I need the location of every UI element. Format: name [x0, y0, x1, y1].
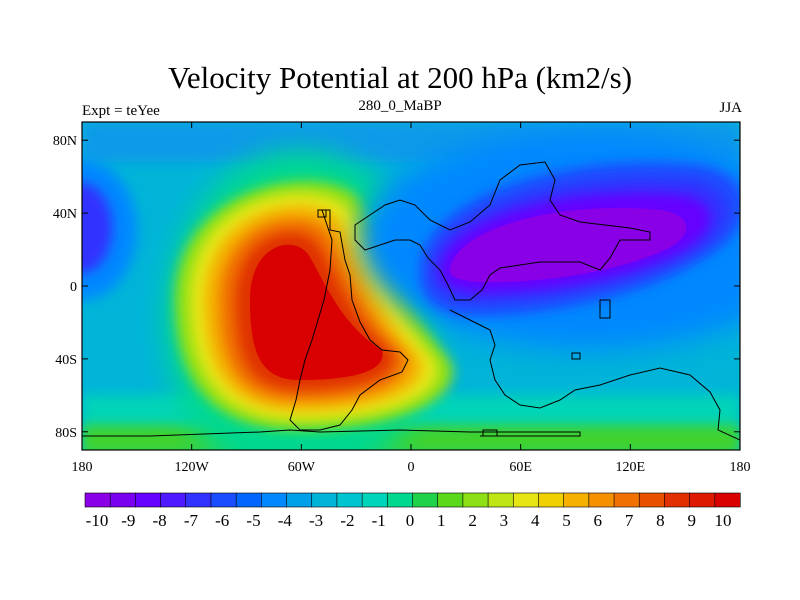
colorbar-label: -1 [372, 511, 386, 530]
x-tick-label: 60W [288, 460, 316, 475]
y-tick-label: 40N [53, 207, 77, 222]
colorbar-label: 1 [437, 511, 446, 530]
x-tick-label: 120E [616, 460, 646, 475]
colorbar-swatch [210, 492, 237, 508]
coastlines [82, 161, 740, 441]
period-label: 280_0_MaBP [358, 98, 442, 114]
colorbar-swatch [638, 492, 666, 508]
colorbar-swatch [512, 492, 540, 508]
colorbar-label: -3 [309, 511, 323, 530]
colorbar: -10 -9 -8 -7 -6 -5 -4 -3 -2 -1 0 1 2 3 4 5 6 7 8 9 10 [84, 492, 741, 530]
experiment-label: Expt = teYee [82, 103, 160, 119]
colorbar-swatch [235, 492, 262, 508]
colorbar-label: 9 [687, 511, 696, 530]
colorbar-label: -7 [184, 511, 199, 530]
colorbar-swatch [437, 492, 464, 508]
colorbar-swatch [714, 492, 741, 508]
contour-field [82, 122, 740, 450]
x-axis: 180 120W 60W 0 60E 120E 180 [72, 122, 751, 475]
colorbar-label: 7 [625, 511, 634, 530]
x-tick-label: 180 [730, 460, 751, 475]
y-tick-label: 40S [55, 353, 77, 368]
colorbar-swatch [84, 492, 111, 508]
colorbar-swatch [563, 492, 590, 508]
colorbar-label: -9 [121, 511, 135, 530]
colorbar-swatch [185, 492, 212, 508]
negative-anomaly-asia [360, 130, 740, 350]
colorbar-swatch [336, 492, 363, 508]
colorbar-label: -10 [86, 511, 109, 530]
colorbar-swatch [487, 492, 514, 508]
x-tick-label: 180 [72, 460, 93, 475]
colorbar-label: -8 [153, 511, 167, 530]
colorbar-swatch [588, 492, 615, 508]
colorbar-label: 0 [406, 511, 415, 530]
colorbar-label: -6 [215, 511, 229, 530]
x-tick-label: 0 [408, 460, 415, 475]
colorbar-label: 3 [500, 511, 509, 530]
colorbar-label: 5 [562, 511, 571, 530]
colorbar-label: 6 [594, 511, 603, 530]
colorbar-label: -4 [278, 511, 293, 530]
colorbar-swatch [286, 492, 313, 508]
colorbar-label: -5 [246, 511, 260, 530]
y-tick-label: 0 [70, 280, 77, 295]
positive-anomaly [165, 150, 454, 450]
colorbar-swatch [462, 492, 489, 508]
colorbar-label: 8 [656, 511, 665, 530]
season-label: JJA [719, 100, 742, 116]
colorbar-swatch [311, 492, 338, 508]
colorbar-label: 2 [468, 511, 477, 530]
colorbar-label: 4 [531, 511, 540, 530]
colorbar-swatch [538, 492, 565, 508]
colorbar-swatch [160, 492, 187, 508]
x-tick-label: 120W [175, 460, 210, 475]
plot-title: Velocity Potential at 200 hPa (km2/s) [167, 60, 633, 95]
colorbar-label: 10 [715, 511, 732, 530]
colorbar-swatch [613, 492, 640, 508]
colorbar-swatch [109, 492, 136, 508]
colorbar-label: -2 [340, 511, 354, 530]
x-tick-label: 60E [509, 460, 532, 475]
colorbar-swatch [361, 492, 388, 508]
y-axis: 80N 40N 0 40S 80S [53, 134, 740, 441]
colorbar-swatch [664, 492, 691, 508]
colorbar-swatch [689, 492, 716, 508]
colorbar-swatch [412, 492, 439, 508]
colorbar-swatch [261, 492, 288, 508]
y-tick-label: 80N [53, 134, 77, 149]
colorbar-swatch [387, 492, 414, 508]
y-tick-label: 80S [55, 426, 77, 441]
negative-anomaly-pacific [82, 160, 137, 300]
colorbar-swatch [135, 492, 162, 508]
